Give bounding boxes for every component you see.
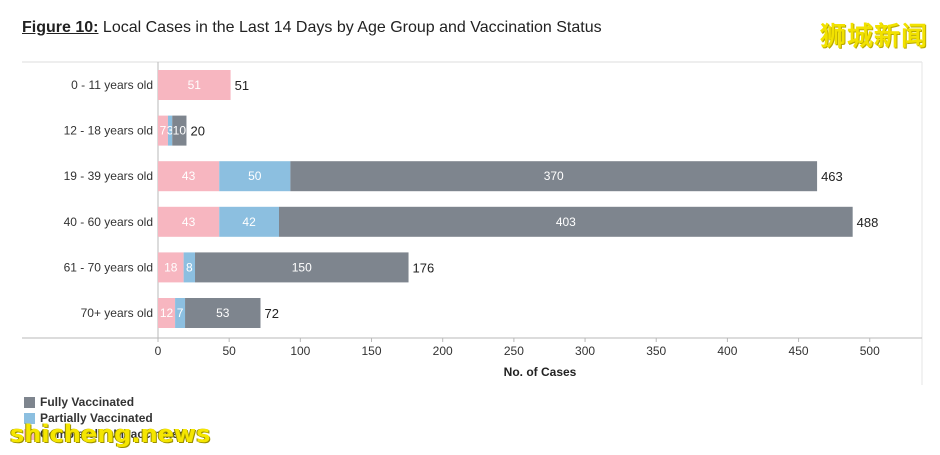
legend-label-partial: Partially Vaccinated — [40, 411, 153, 425]
legend-item-unvaccinated: Completely Unvaccinated — [24, 426, 186, 442]
x-tick-label: 500 — [860, 344, 880, 358]
legend-label-unvaccinated: Completely Unvaccinated — [40, 427, 187, 441]
legend-swatch-fully — [24, 396, 35, 408]
category-label: 61 - 70 years old — [64, 260, 153, 274]
total-value-label: 488 — [857, 215, 879, 230]
bar-segment-partial — [175, 298, 186, 328]
bar-segment-partial — [167, 115, 173, 146]
segment-value-label: 10 — [173, 124, 187, 138]
segment-value-label: 53 — [216, 306, 230, 320]
segment-value-label: 7 — [177, 306, 184, 320]
x-tick-label: 250 — [504, 344, 524, 358]
legend-label-fully: Fully Vaccinated — [40, 395, 135, 409]
category-label: 70+ years old — [81, 306, 153, 320]
x-tick-label: 150 — [362, 344, 382, 358]
x-tick-label: 50 — [222, 344, 236, 358]
bar-segment-fully — [290, 161, 818, 192]
bar-segment-fully — [172, 115, 187, 146]
legend-item-fully: Fully Vaccinated — [24, 394, 186, 410]
watermark-site-bottom: shicheng.news — [10, 420, 211, 448]
x-tick-label: 400 — [717, 344, 737, 358]
total-value-label: 51 — [235, 78, 249, 93]
category-label: 12 - 18 years old — [64, 124, 153, 138]
segment-value-label: 51 — [188, 78, 202, 92]
bar-segment-unvaccinated — [158, 206, 220, 237]
bar-segment-fully — [195, 252, 409, 283]
bar-segment-partial — [219, 206, 279, 237]
bar-segment-unvaccinated — [158, 298, 176, 328]
segment-value-label: 150 — [292, 260, 312, 274]
x-tick-label: 0 — [155, 344, 162, 358]
chart-legend: Fully Vaccinated Partially Vaccinated Co… — [24, 394, 186, 442]
segment-value-label: 50 — [248, 169, 262, 183]
x-tick-label: 300 — [575, 344, 595, 358]
bar-segment-partial — [219, 161, 291, 192]
x-axis-title: No. of Cases — [504, 365, 577, 379]
bar-segment-fully — [278, 206, 853, 237]
bar-segment-partial — [183, 252, 196, 283]
figure-number: Figure 10: — [22, 19, 99, 36]
x-tick-label: 100 — [290, 344, 310, 358]
bar-segment-fully — [185, 298, 261, 328]
legend-swatch-partial — [24, 412, 35, 424]
total-value-label: 20 — [190, 124, 204, 139]
category-label: 19 - 39 years old — [64, 169, 153, 183]
segment-value-label: 43 — [182, 215, 196, 229]
figure-caption: Local Cases in the Last 14 Days by Age G… — [102, 19, 602, 36]
bar-segment-unvaccinated — [158, 115, 168, 146]
legend-item-partial: Partially Vaccinated — [24, 410, 186, 426]
total-value-label: 463 — [821, 169, 843, 184]
segment-value-label: 403 — [556, 215, 576, 229]
category-label: 0 - 11 years old — [71, 78, 153, 92]
x-tick-label: 350 — [646, 344, 666, 358]
segment-value-label: 8 — [186, 260, 193, 274]
bar-segment-unvaccinated — [158, 161, 220, 192]
total-value-label: 72 — [264, 306, 278, 321]
total-value-label: 176 — [413, 260, 435, 275]
segment-value-label: 18 — [164, 260, 178, 274]
segment-value-label: 3 — [167, 124, 174, 138]
bar-segment-unvaccinated — [158, 70, 231, 100]
segment-value-label: 43 — [182, 169, 196, 183]
chart-title: Figure 10: Local Cases in the Last 14 Da… — [22, 19, 602, 37]
segment-value-label: 42 — [242, 215, 256, 229]
x-tick-label: 450 — [789, 344, 809, 358]
segment-value-label: 12 — [160, 306, 174, 320]
watermark-logo-top: 狮城新闻 — [819, 22, 928, 52]
legend-swatch-unvaccinated — [24, 428, 35, 440]
category-label: 40 - 60 years old — [64, 215, 153, 229]
segment-value-label: 370 — [544, 169, 564, 183]
x-tick-label: 200 — [433, 344, 453, 358]
bar-segment-unvaccinated — [158, 252, 184, 283]
segment-value-label: 7 — [160, 124, 167, 138]
